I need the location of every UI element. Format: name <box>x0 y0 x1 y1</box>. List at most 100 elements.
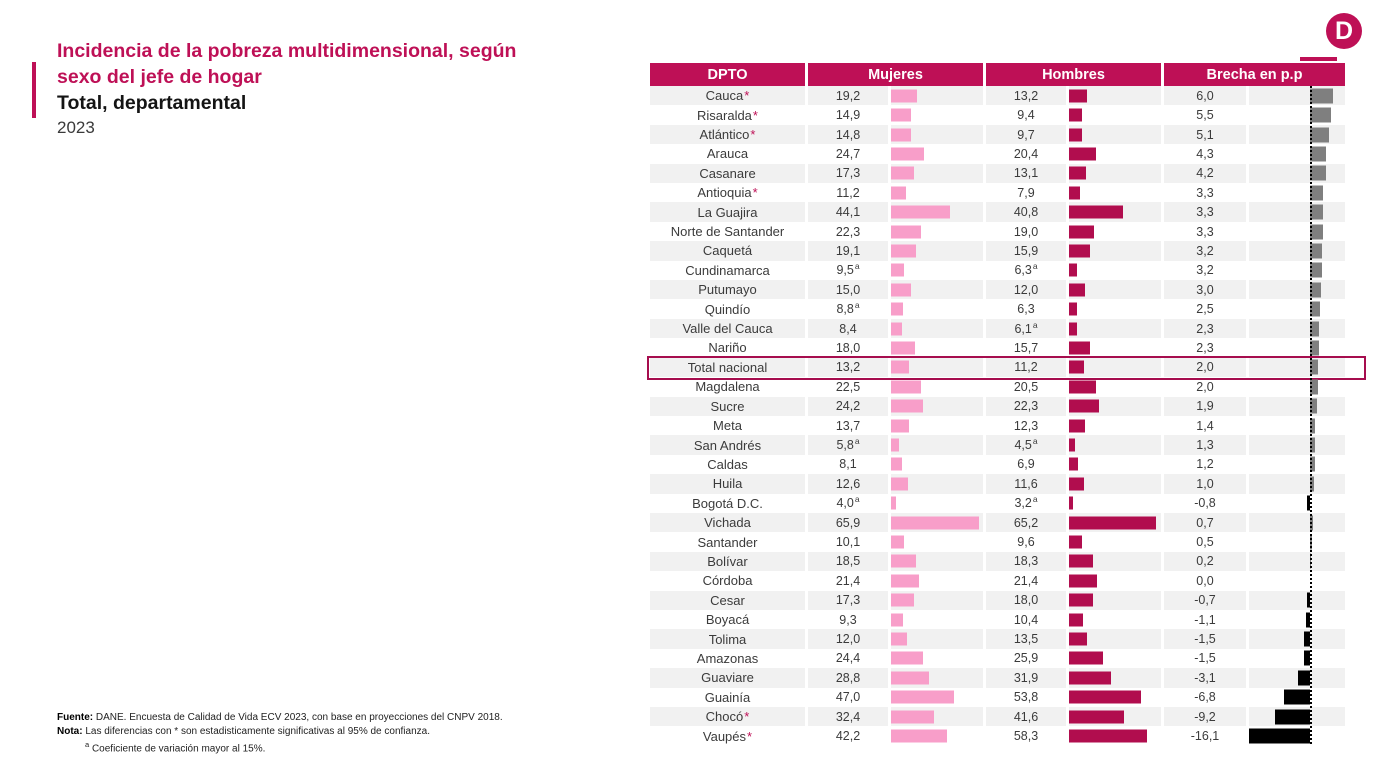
hombres-bar-area <box>1069 357 1161 378</box>
hombres-value: 12,0 <box>986 280 1066 300</box>
hombres-bar-area <box>1069 377 1161 396</box>
brecha-bar-area <box>1249 455 1345 474</box>
dpto-cell: Atlántico* <box>650 124 805 145</box>
mujeres-bar <box>891 632 907 646</box>
brecha-value: 2,5 <box>1196 302 1214 317</box>
page-subtitle: Total, departamental <box>57 92 247 114</box>
dpto-cell: Bogotá D.C. <box>650 494 805 513</box>
mujeres-bar <box>891 166 914 180</box>
department-name: Nariño <box>708 340 747 356</box>
mujeres-value: 42,2 <box>835 729 861 744</box>
hombres-bar <box>1069 516 1156 530</box>
mujeres-bar <box>891 263 904 277</box>
brecha-bar <box>1248 728 1310 744</box>
brecha-value: -0,8 <box>1194 496 1216 511</box>
mujeres-value: 12,6 <box>808 474 888 494</box>
hombres-value: 20,5 <box>1013 379 1039 394</box>
brecha-value: 2,0 <box>1196 379 1214 394</box>
hombres-bar-area <box>1069 571 1161 590</box>
table-row: Bolívar 18,5 18,3 0,2 <box>650 551 1345 572</box>
mujeres-value: 18,5 <box>808 551 888 572</box>
dpto-cell: Cesar <box>650 590 805 610</box>
mujeres-bar-area <box>891 494 983 513</box>
department-name: Caquetá <box>702 243 753 259</box>
brecha-value: 3,0 <box>1164 280 1246 300</box>
brecha-bar <box>1310 127 1330 143</box>
department-name: Bogotá D.C. <box>692 495 763 511</box>
mujeres-bar-area <box>891 512 983 533</box>
brecha-bar-area <box>1249 163 1345 184</box>
brecha-bar <box>1310 359 1318 375</box>
hombres-bar <box>1069 205 1124 219</box>
brecha-bar <box>1310 340 1319 356</box>
brecha-bar-area <box>1249 571 1345 590</box>
hombres-bar-area <box>1069 241 1161 261</box>
hombres-bar <box>1069 166 1087 180</box>
dpto-cell: Córdoba <box>650 571 805 590</box>
brecha-value: 1,9 <box>1164 396 1246 416</box>
brecha-value: 3,3 <box>1164 202 1246 222</box>
brecha-bar-area <box>1249 610 1345 629</box>
dpto-cell: Sucre <box>650 396 805 416</box>
department-name: Guaviare <box>701 670 754 686</box>
hombres-bar-area <box>1069 707 1161 727</box>
hombres-value: 15,9 <box>986 241 1066 261</box>
hombres-value: 11,2 <box>986 357 1066 378</box>
department-name: Risaralda* <box>697 107 758 123</box>
mujeres-value: 28,8 <box>808 668 888 688</box>
brecha-bar <box>1310 418 1316 434</box>
table-row: La Guajira 44,1 40,8 3,3 <box>650 202 1345 222</box>
brecha-value: -9,2 <box>1164 707 1246 727</box>
hombres-value: 15,7 <box>1013 340 1039 355</box>
mujeres-value: 21,4 <box>835 573 861 588</box>
dpto-cell: Huila <box>650 474 805 494</box>
hombres-bar-area <box>1069 474 1161 494</box>
brecha-bar-area <box>1249 261 1345 280</box>
hombres-bar <box>1069 651 1104 665</box>
mujeres-bar <box>891 729 948 743</box>
hombres-value: 58,3 <box>1013 729 1039 744</box>
table-row: Total nacional 13,2 11,2 2,0 <box>647 356 1366 381</box>
brecha-value: 3,3 <box>1196 185 1214 200</box>
mujeres-bar-area <box>891 144 983 163</box>
table-row: Bogotá D.C. 4,0 a 3,2 a -0,8 <box>650 494 1345 513</box>
table-row: Meta 13,7 12,3 1,4 <box>650 416 1345 435</box>
mujeres-value: 47,0 <box>835 690 861 705</box>
table-row: Cundinamarca 9,5 a 6,3 a 3,2 <box>650 261 1345 280</box>
table-row: Magdalena 22,5 20,5 2,0 <box>650 377 1345 396</box>
department-name: Putumayo <box>698 282 757 298</box>
mujeres-value: 14,8 <box>808 124 888 145</box>
brecha-bar <box>1306 495 1310 511</box>
significance-star: * <box>750 127 756 143</box>
dpto-cell: Tolima <box>650 629 805 649</box>
page-year: 2023 <box>57 118 95 137</box>
dpto-cell: Boyacá <box>650 610 805 629</box>
dpto-cell: Valle del Cauca <box>650 318 805 339</box>
hombres-bar <box>1069 438 1075 452</box>
mujeres-bar-area <box>891 455 983 474</box>
brecha-bar-area <box>1249 280 1345 300</box>
table-row: Nariño 18,0 15,7 2,3 <box>650 338 1345 357</box>
department-name: Casanare <box>699 165 756 181</box>
mujeres-bar <box>891 302 903 316</box>
hombres-bar <box>1069 632 1087 646</box>
department-name: Norte de Santander <box>670 224 785 240</box>
hombres-bar <box>1069 89 1087 103</box>
mujeres-value: 9,5 a <box>836 261 860 278</box>
mujeres-bar <box>891 496 897 510</box>
mujeres-value: 24,4 <box>835 651 861 666</box>
brecha-bar-area <box>1249 590 1345 610</box>
mujeres-bar-area <box>891 629 983 649</box>
mujeres-bar <box>891 477 908 491</box>
hombres-bar <box>1069 457 1079 471</box>
footnotes: Fuente: DANE. Encuesta de Calidad de Vid… <box>57 711 503 756</box>
mujeres-bar-area <box>891 590 983 610</box>
table-row: Vaupés* 42,2 58,3 -16,1 <box>650 726 1345 745</box>
superscript-a: a <box>1032 436 1038 447</box>
brecha-bar <box>1310 321 1319 337</box>
mujeres-bar-area <box>891 610 983 629</box>
hombres-bar-area <box>1069 124 1161 145</box>
department-name: Arauca <box>706 146 749 162</box>
poverty-table: DPTO Mujeres Hombres Brecha en p.p Cauca… <box>647 63 1366 746</box>
dpto-cell: Arauca <box>650 144 805 163</box>
